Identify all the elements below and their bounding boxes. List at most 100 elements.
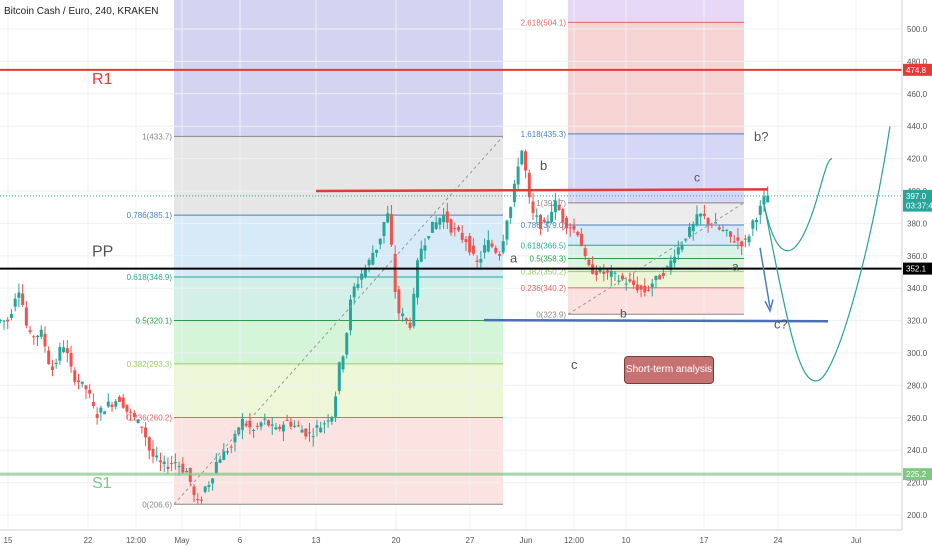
candle-body xyxy=(721,229,725,231)
candle-body xyxy=(0,320,2,322)
candle-body xyxy=(311,436,315,438)
wave-label: b? xyxy=(754,129,768,144)
candle-body xyxy=(661,272,665,276)
candle-body xyxy=(576,231,580,236)
candle-body xyxy=(166,466,170,469)
candle-body xyxy=(553,200,557,213)
candle-body xyxy=(28,330,32,333)
candle-body xyxy=(304,428,308,437)
price-tick-label: 420.0 xyxy=(907,155,928,164)
candle-body xyxy=(337,362,341,392)
candle-body xyxy=(557,204,561,211)
candle-body xyxy=(199,499,203,501)
candle-body xyxy=(62,347,66,353)
candle-body xyxy=(393,253,397,293)
price-tick-label: 240.0 xyxy=(907,446,928,455)
candle-body xyxy=(80,381,84,384)
candle-body xyxy=(58,347,62,361)
candle-body xyxy=(32,336,36,338)
fib-label: 2.618(504.1) xyxy=(521,18,567,27)
candle-body xyxy=(244,423,248,426)
candle-body xyxy=(91,402,95,406)
time-tick-label: May xyxy=(174,536,189,545)
candle-body xyxy=(583,248,587,257)
candle-body xyxy=(69,352,73,367)
candle-body xyxy=(453,228,457,230)
candle-body xyxy=(43,333,47,347)
candle-body xyxy=(136,419,140,423)
candle-body xyxy=(367,259,371,266)
candle-body xyxy=(613,272,617,274)
price-axis-bg xyxy=(902,0,932,550)
candle-body xyxy=(177,466,181,468)
candle-body xyxy=(483,245,487,253)
support-line xyxy=(483,318,829,323)
candle-body xyxy=(572,225,576,230)
candle-body xyxy=(307,432,311,434)
fib-zone-layer xyxy=(174,0,744,505)
fib-zone xyxy=(568,225,744,246)
fib-label: 0.618(366.5) xyxy=(521,241,567,250)
candle-body xyxy=(181,463,185,473)
candle-body xyxy=(360,273,364,280)
candle-body xyxy=(17,292,21,298)
candle-body xyxy=(132,412,136,417)
price-tick-label: 260.0 xyxy=(907,414,928,423)
candle-body xyxy=(110,404,114,408)
candle-body xyxy=(270,424,274,426)
candle-body xyxy=(587,259,591,266)
candle-body xyxy=(352,286,356,298)
price-tag xyxy=(903,199,932,212)
price-tag-label: 474.8 xyxy=(906,66,927,75)
candle-body xyxy=(233,433,237,443)
projection-curve xyxy=(763,126,891,382)
candle-body xyxy=(240,418,244,430)
wave-label: b xyxy=(540,158,547,173)
candle-body xyxy=(285,419,289,421)
candle-body xyxy=(155,455,159,458)
fib-zone xyxy=(174,320,503,364)
candle-body xyxy=(371,252,375,265)
candle-body xyxy=(401,313,405,317)
price-tag-label: 225.2 xyxy=(906,470,927,479)
candle-body xyxy=(695,214,699,226)
short-term-analysis-button[interactable]: Short-term analysis xyxy=(624,356,714,384)
candle-body xyxy=(185,470,189,473)
time-tick-label: 27 xyxy=(466,536,475,545)
candle-body xyxy=(99,407,103,413)
candle-body xyxy=(211,478,215,484)
candle-body xyxy=(620,275,624,280)
candle-body xyxy=(442,214,446,223)
candle-body xyxy=(416,260,420,298)
wave-label: a xyxy=(732,259,739,273)
candle-body xyxy=(710,224,714,226)
candle-body xyxy=(255,425,259,427)
candle-body xyxy=(732,241,736,243)
candle-body xyxy=(520,150,524,165)
time-tick-label: 24 xyxy=(774,536,783,545)
candle-body xyxy=(207,485,211,487)
fib-label: 0.5(320.1) xyxy=(136,316,173,325)
candle-body xyxy=(203,486,207,492)
candle-body xyxy=(680,244,684,250)
price-axis: 200.0 220.0 240.0 260.0 280.0 300.0 320.0 340.0… xyxy=(901,0,932,550)
wave-label: c xyxy=(694,170,700,184)
price-tag xyxy=(903,468,932,481)
projection-arrow xyxy=(759,247,771,308)
candle-body xyxy=(747,236,751,243)
chart-title: Bitcoin Cash / Euro, 240, KRAKEN xyxy=(4,6,159,17)
candle-body xyxy=(121,397,125,408)
candle-body xyxy=(430,221,434,233)
candle-body xyxy=(445,211,449,223)
candle-body xyxy=(460,232,464,240)
candle-body xyxy=(319,427,323,433)
candle-body xyxy=(658,275,662,280)
fib-trendline xyxy=(173,136,504,505)
candle-body xyxy=(386,213,390,223)
candle-body xyxy=(717,227,721,230)
candle-body xyxy=(408,322,412,328)
candle-body xyxy=(758,205,762,215)
candle-body xyxy=(147,437,151,451)
fib-label: 1(433.7) xyxy=(142,132,172,141)
